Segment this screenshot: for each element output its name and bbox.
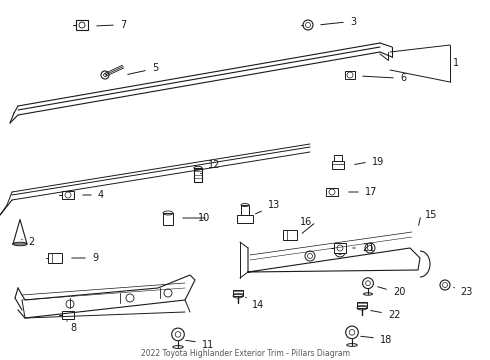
Text: 15: 15 (425, 210, 438, 220)
Bar (334, 155, 342, 161)
Text: 18: 18 (380, 335, 392, 345)
Text: 9: 9 (92, 253, 98, 263)
Bar (357, 302, 367, 308)
Text: 12: 12 (208, 160, 220, 170)
Text: 11: 11 (202, 340, 214, 350)
Bar (194, 168, 202, 182)
Bar (48, 253, 62, 263)
Text: 5: 5 (152, 63, 158, 73)
Text: 20: 20 (393, 287, 405, 297)
Bar (76, 20, 88, 30)
Bar (62, 311, 74, 319)
Text: 2: 2 (28, 237, 34, 247)
Bar (326, 188, 338, 196)
Bar (332, 161, 344, 169)
Bar (241, 205, 249, 215)
Text: 7: 7 (120, 20, 126, 30)
Text: 3: 3 (350, 17, 356, 27)
Text: 14: 14 (252, 300, 264, 310)
Text: 16: 16 (300, 217, 312, 227)
Bar (62, 191, 74, 199)
Bar (233, 290, 243, 296)
Text: 13: 13 (268, 200, 280, 210)
Text: 19: 19 (372, 157, 384, 167)
Bar (283, 230, 297, 240)
Text: 17: 17 (365, 187, 377, 197)
Text: 4: 4 (98, 190, 104, 200)
Text: 21: 21 (362, 243, 374, 253)
Bar (345, 71, 355, 79)
Bar (163, 213, 173, 225)
Text: 2022 Toyota Highlander Exterior Trim - Pillars Diagram: 2022 Toyota Highlander Exterior Trim - P… (141, 350, 349, 359)
Text: 10: 10 (198, 213, 210, 223)
Text: 8: 8 (70, 323, 76, 333)
Text: 23: 23 (460, 287, 472, 297)
Polygon shape (13, 220, 27, 244)
Text: 22: 22 (388, 310, 400, 320)
Bar (237, 215, 253, 223)
Text: 6: 6 (400, 73, 406, 83)
Bar (334, 243, 346, 253)
Text: 1: 1 (453, 58, 459, 68)
